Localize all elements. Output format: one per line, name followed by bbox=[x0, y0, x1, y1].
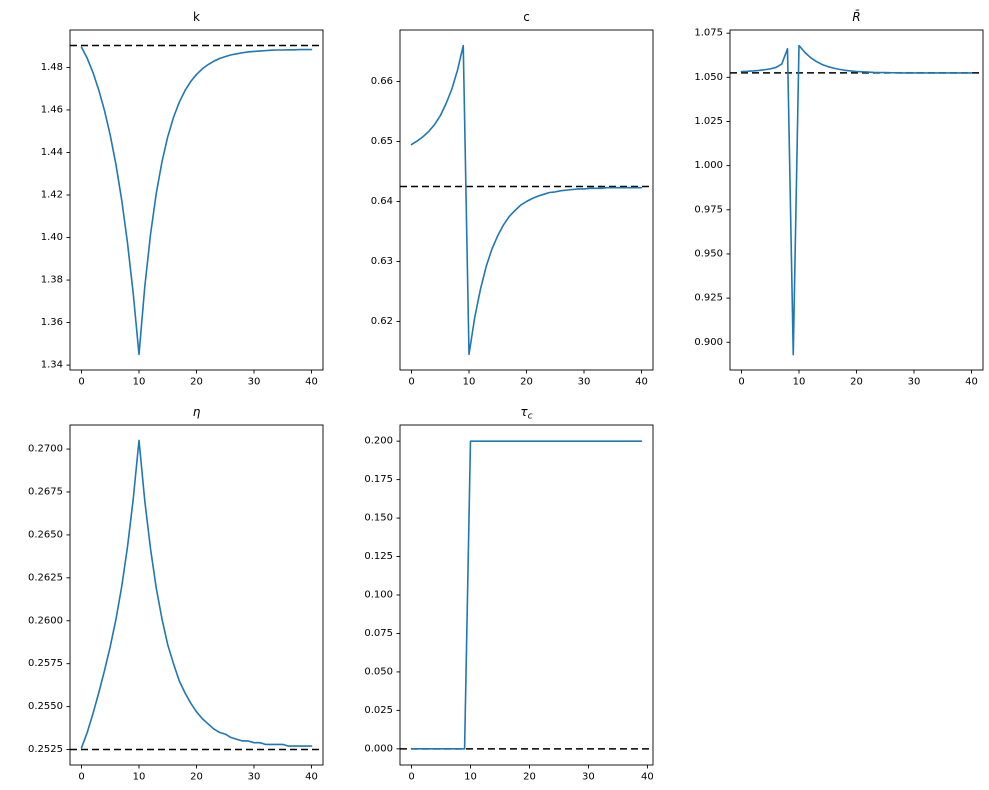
subplot-title-k: k bbox=[193, 10, 200, 24]
x-tick-label: 10 bbox=[133, 376, 146, 387]
x-tick-label: 10 bbox=[463, 376, 476, 387]
y-tick-label: 0.050 bbox=[364, 666, 393, 677]
y-tick-label: 1.46 bbox=[41, 104, 63, 115]
x-tick-label: 0 bbox=[738, 376, 744, 387]
x-tick-label: 0 bbox=[78, 376, 84, 387]
x-tick-label: 40 bbox=[635, 376, 648, 387]
y-tick-label: 0.900 bbox=[694, 337, 723, 348]
y-tick-label: 0.2600 bbox=[28, 615, 63, 626]
subplot-title-eta: η bbox=[193, 405, 201, 419]
y-tick-label: 0.2700 bbox=[28, 444, 63, 455]
y-tick-label: 0.950 bbox=[694, 248, 723, 259]
subplot-title-subscript: c bbox=[528, 412, 533, 422]
x-tick-label: 30 bbox=[908, 376, 921, 387]
y-tick-label: 1.48 bbox=[41, 62, 63, 73]
x-tick-label: 40 bbox=[305, 376, 318, 387]
x-tick-label: 40 bbox=[965, 376, 978, 387]
y-tick-label: 0.64 bbox=[371, 196, 393, 207]
x-tick-label: 20 bbox=[190, 771, 203, 782]
x-tick-label: 40 bbox=[641, 771, 654, 782]
axes-frame-k bbox=[69, 29, 324, 371]
y-tick-label: 1.075 bbox=[694, 28, 723, 39]
series-line-c bbox=[410, 44, 643, 356]
x-tick-label: 10 bbox=[464, 771, 477, 782]
y-tick-label: 0.66 bbox=[371, 76, 393, 87]
axes-frame-tau_c bbox=[399, 424, 654, 766]
subplot-title-Rbar: R̄ bbox=[852, 10, 860, 24]
y-tick-label: 0.63 bbox=[371, 256, 393, 267]
x-tick-label: 10 bbox=[793, 376, 806, 387]
x-tick-label: 30 bbox=[578, 376, 591, 387]
y-tick-label: 1.36 bbox=[41, 317, 63, 328]
y-tick-label: 0.65 bbox=[371, 136, 393, 147]
y-tick-label: 1.025 bbox=[694, 116, 723, 127]
subplot-Rbar: 0 10 20 30 40 0.900 0.925 0.950 0.975 1.000 1.025 1… bbox=[694, 10, 984, 387]
series-line-Rbar bbox=[740, 44, 973, 356]
y-tick-label: 0.2675 bbox=[28, 486, 63, 497]
y-tick-label: 1.34 bbox=[41, 360, 63, 371]
subplot-c: 0 10 20 30 40 0.62 0.63 0.64 0.65 0.66 c bbox=[371, 10, 654, 387]
x-tick-label: 0 bbox=[78, 771, 84, 782]
y-tick-label: 1.44 bbox=[41, 147, 63, 158]
y-tick-label: 0.125 bbox=[364, 551, 393, 562]
x-tick-label: 20 bbox=[190, 376, 203, 387]
subplot-title-c: c bbox=[523, 10, 530, 24]
y-tick-label: 0.2575 bbox=[28, 658, 63, 669]
subplot-eta: 0 10 20 30 40 0.2525 0.2550 0.2575 0.2600 0.2625 0… bbox=[28, 405, 324, 782]
y-tick-label: 1.050 bbox=[694, 72, 723, 83]
x-tick-label: 0 bbox=[408, 376, 414, 387]
x-tick-label: 40 bbox=[305, 771, 318, 782]
series-line-eta bbox=[80, 439, 313, 749]
subplot-title-tau_c: τc bbox=[520, 405, 532, 422]
y-tick-label: 0.2625 bbox=[28, 572, 63, 583]
x-tick-label: 30 bbox=[248, 771, 261, 782]
subplot-k: 0 10 20 30 40 1.34 1.36 1.38 1.40 1.42 1.44 1.46 1.4… bbox=[41, 10, 324, 387]
y-tick-label: 0.100 bbox=[364, 590, 393, 601]
axes-frame-Rbar bbox=[729, 29, 984, 371]
y-tick-label: 0.2525 bbox=[28, 744, 63, 755]
y-tick-label: 1.42 bbox=[41, 190, 63, 201]
x-tick-label: 10 bbox=[133, 771, 146, 782]
x-tick-label: 0 bbox=[408, 771, 414, 782]
y-tick-label: 0.075 bbox=[364, 628, 393, 639]
series-line-tau_c bbox=[410, 440, 643, 750]
x-tick-label: 20 bbox=[520, 376, 533, 387]
y-tick-label: 0.025 bbox=[364, 705, 393, 716]
x-tick-label: 30 bbox=[248, 376, 261, 387]
y-tick-label: 0.000 bbox=[364, 743, 393, 754]
y-tick-label: 0.2650 bbox=[28, 529, 63, 540]
y-tick-label: 1.000 bbox=[694, 160, 723, 171]
x-tick-label: 30 bbox=[582, 771, 595, 782]
y-tick-label: 0.150 bbox=[364, 513, 393, 524]
y-tick-label: 0.200 bbox=[364, 436, 393, 447]
subplot-tau_c: 0 10 20 30 40 0.000 0.025 0.050 0.075 0.100 0.125 0… bbox=[364, 405, 653, 782]
axes-frame-eta bbox=[69, 424, 324, 766]
x-tick-label: 20 bbox=[523, 771, 536, 782]
y-tick-label: 0.175 bbox=[364, 474, 393, 485]
y-tick-label: 0.925 bbox=[694, 293, 723, 304]
y-tick-label: 0.2550 bbox=[28, 701, 63, 712]
y-tick-label: 0.62 bbox=[371, 316, 393, 327]
y-tick-label: 1.38 bbox=[41, 275, 63, 286]
y-tick-label: 1.40 bbox=[41, 232, 63, 243]
y-tick-label: 0.975 bbox=[694, 204, 723, 215]
x-tick-label: 20 bbox=[850, 376, 863, 387]
axes-frame-c bbox=[399, 29, 654, 371]
series-line-k bbox=[80, 46, 313, 356]
